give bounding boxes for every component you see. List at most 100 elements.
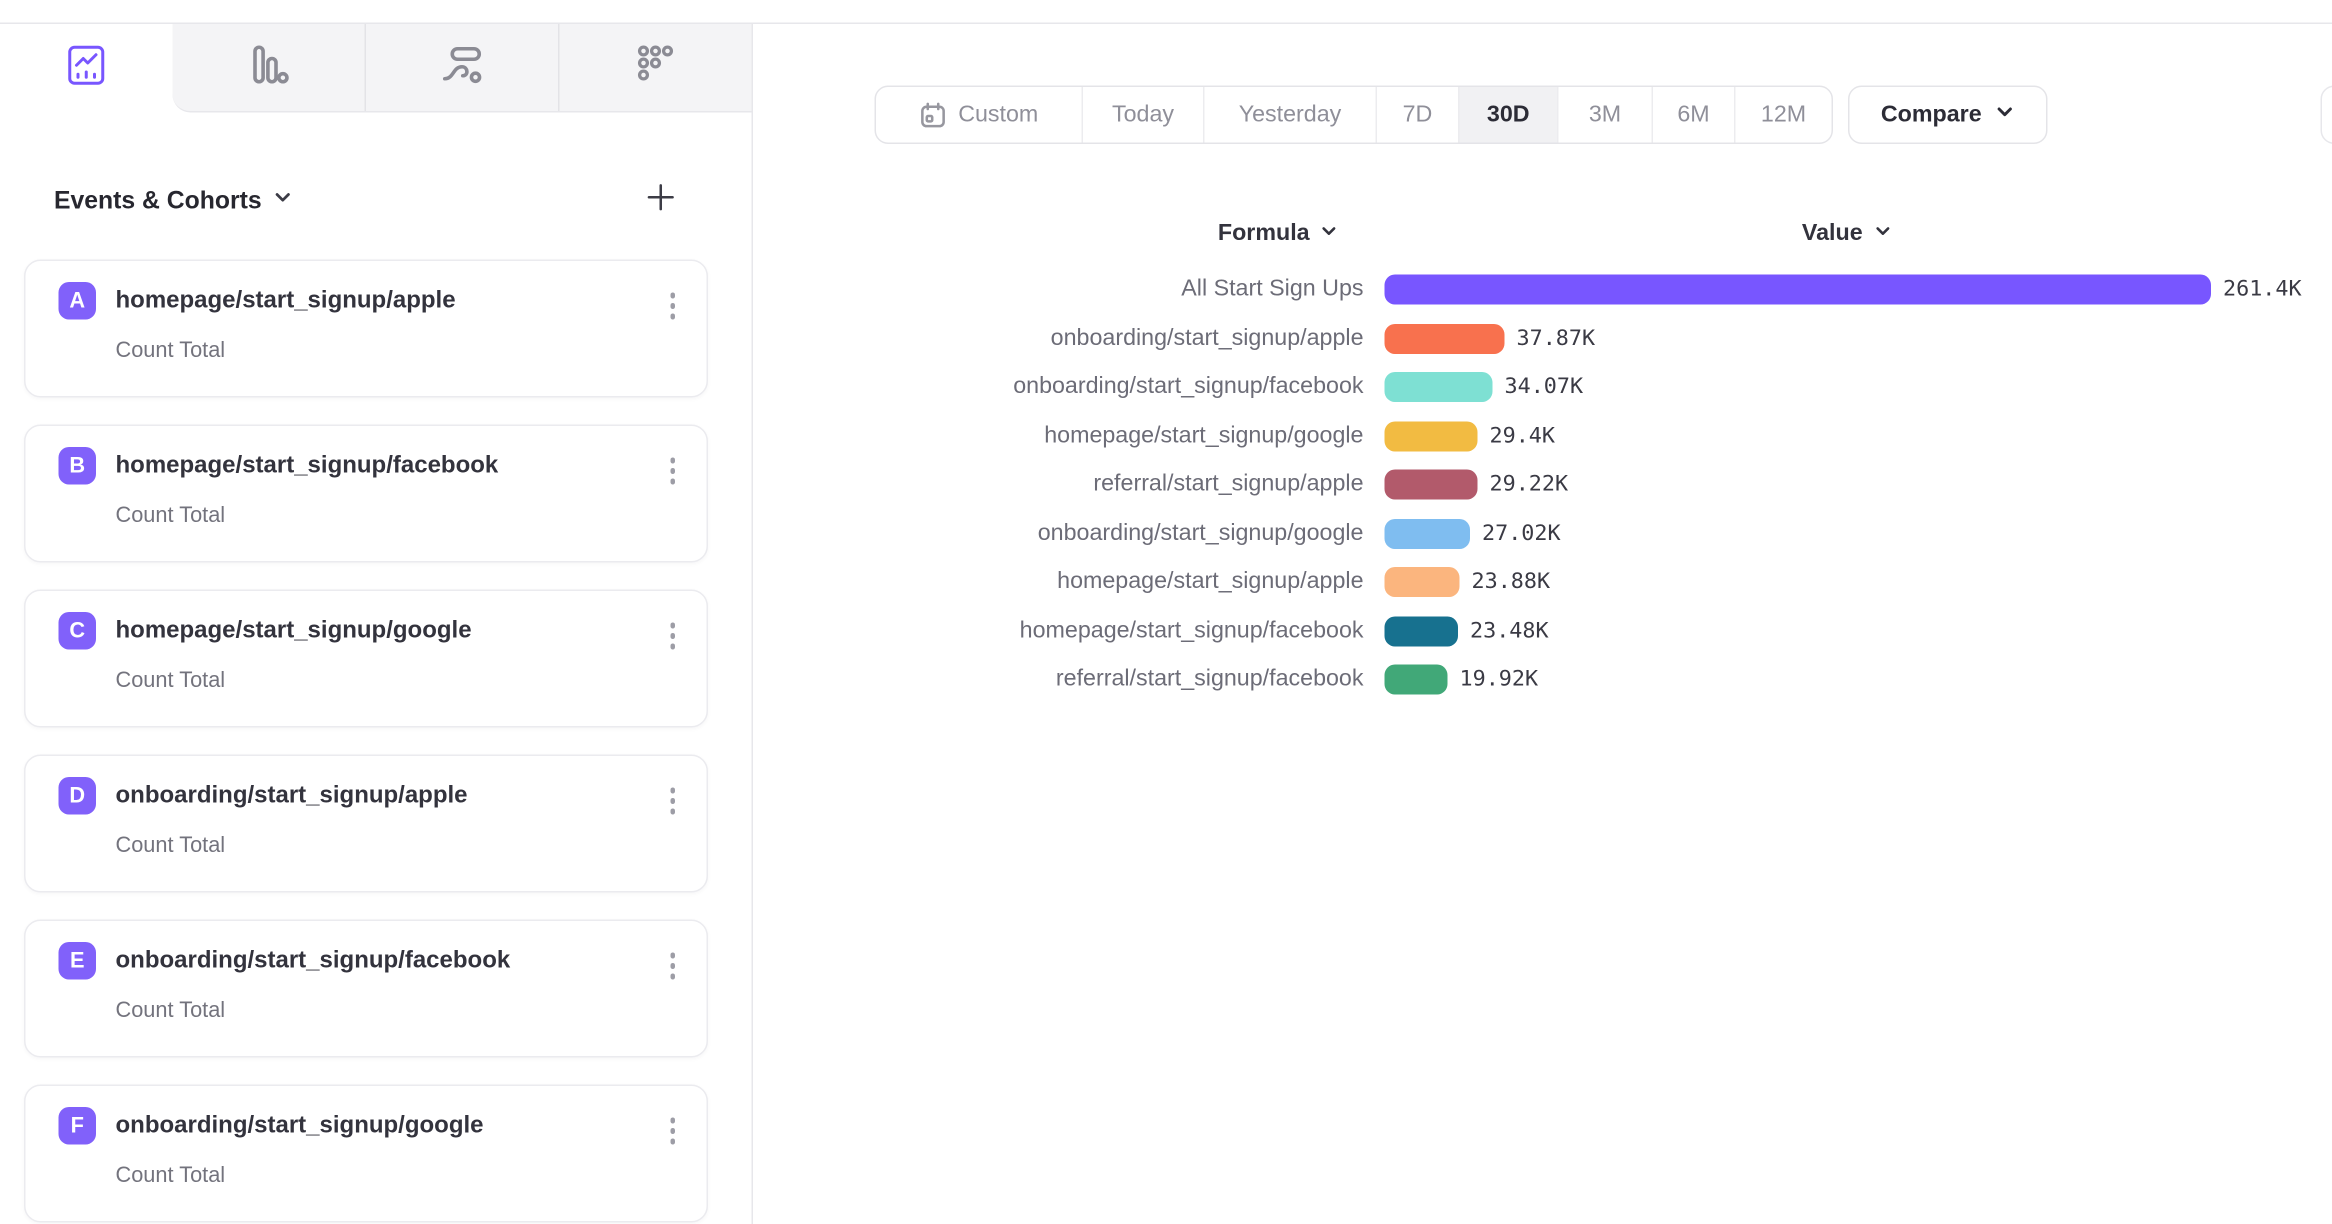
flow-sankey-icon <box>441 43 483 93</box>
event-title: onboarding/start_signup/google <box>115 1112 484 1138</box>
date-range-option-7d[interactable]: 7D <box>1375 87 1459 143</box>
event-metric[interactable]: Count Total <box>115 999 226 1023</box>
date-range-option-6m[interactable]: 6M <box>1651 87 1735 143</box>
bar-row-label: referral/start_signup/facebook <box>1055 666 1364 692</box>
bar-row: All Start Sign Ups 261.4K <box>755 266 2332 315</box>
plus-icon <box>644 182 676 221</box>
date-range-option-label: 7D <box>1402 101 1433 127</box>
event-card[interactable]: D onboarding/start_signup/apple Count To… <box>24 754 708 893</box>
inactive-tab-strip <box>172 24 752 113</box>
date-range-option-label: Today <box>1111 101 1175 127</box>
chevron-down-icon <box>274 188 294 215</box>
date-range-option-30d[interactable]: 30D <box>1458 87 1557 143</box>
events-cohorts-header: Events & Cohorts <box>24 183 708 219</box>
bar[interactable] <box>1384 274 2211 305</box>
bar-row: referral/start_signup/facebook 19.92K <box>755 656 2332 705</box>
sidebar-body: Events & Cohorts A homepage/start_signup… <box>0 113 752 1223</box>
compare-button[interactable]: Compare <box>1848 85 2048 144</box>
bar-value: 27.02K <box>1482 521 1561 546</box>
date-range-control: Custom Today Yesterday 7D 30D 3M 6M 12M <box>874 85 1833 144</box>
bar-value: 23.48K <box>1470 619 1549 644</box>
bar[interactable] <box>1384 616 1458 647</box>
tab-flow[interactable] <box>364 24 559 111</box>
add-event-button[interactable] <box>642 183 678 219</box>
event-metric[interactable]: Count Total <box>115 1164 226 1188</box>
tab-bar-chart[interactable] <box>173 24 365 111</box>
chart-type-tabs <box>0 24 752 113</box>
event-card-row: C homepage/start_signup/google <box>58 612 680 650</box>
event-card[interactable]: A homepage/start_signup/apple Count Tota… <box>24 259 708 398</box>
event-options-button[interactable] <box>662 780 682 821</box>
event-card[interactable]: E onboarding/start_signup/facebook Count… <box>24 919 708 1058</box>
event-card-list: A homepage/start_signup/apple Count Tota… <box>24 259 708 1223</box>
bar[interactable] <box>1384 567 1460 598</box>
event-title: homepage/start_signup/google <box>115 617 472 643</box>
event-badge: E <box>58 942 96 980</box>
date-range-option-today[interactable]: Today <box>1081 87 1204 143</box>
bar-rows: All Start Sign Ups 261.4K onboarding/sta… <box>755 266 2332 705</box>
date-range-option-custom[interactable]: Custom <box>876 87 1082 143</box>
formula-column-header[interactable]: Formula <box>1218 219 1338 248</box>
clipped-right-button[interactable] <box>2320 85 2332 144</box>
chevron-down-icon <box>1873 219 1891 248</box>
events-cohorts-selector[interactable]: Events & Cohorts <box>54 187 293 216</box>
date-range-option-label: 6M <box>1677 101 1710 127</box>
bar[interactable] <box>1384 323 1505 354</box>
bar[interactable] <box>1384 518 1470 549</box>
event-card[interactable]: B homepage/start_signup/facebook Count T… <box>24 424 708 563</box>
date-range-option-label: 3M <box>1588 101 1622 127</box>
event-card[interactable]: C homepage/start_signup/google Count Tot… <box>24 589 708 728</box>
event-options-button[interactable] <box>662 615 682 656</box>
event-title: onboarding/start_signup/facebook <box>115 947 511 973</box>
chevron-down-icon <box>1995 101 2015 128</box>
bar[interactable] <box>1384 469 1478 500</box>
bar-row-label: homepage/start_signup/apple <box>1057 568 1364 595</box>
compare-label: Compare <box>1880 101 1982 127</box>
event-card-row: A homepage/start_signup/apple <box>58 282 680 320</box>
value-column-header[interactable]: Value <box>1802 219 1891 248</box>
bar-chart-icon <box>248 43 289 93</box>
bar-row: referral/start_signup/apple 29.22K <box>755 461 2332 510</box>
event-options-button[interactable] <box>662 945 682 986</box>
event-metric[interactable]: Count Total <box>115 339 226 363</box>
event-metric[interactable]: Count Total <box>115 504 226 528</box>
bar-value: 23.88K <box>1471 570 1551 595</box>
date-range-option-yesterday[interactable]: Yesterday <box>1203 87 1376 143</box>
event-options-button[interactable] <box>662 1110 682 1151</box>
event-options-button[interactable] <box>662 285 682 326</box>
bar-row: homepage/start_signup/facebook 23.48K <box>755 607 2332 656</box>
bar[interactable] <box>1384 372 1493 403</box>
bar-row: homepage/start_signup/google 29.4K <box>755 412 2332 461</box>
bar-wrap: 29.22K <box>1384 469 1568 500</box>
bar-value: 261.4K <box>2223 277 2302 302</box>
event-badge: F <box>58 1107 96 1145</box>
bar-wrap: 23.48K <box>1384 616 1549 647</box>
event-metric[interactable]: Count Total <box>115 834 226 858</box>
panel-title: Events & Cohorts <box>54 186 262 214</box>
bar-wrap: 23.88K <box>1384 567 1551 598</box>
bar[interactable] <box>1384 421 1478 452</box>
event-metric[interactable]: Count Total <box>115 669 226 693</box>
date-range-option-label: Custom <box>958 101 1039 127</box>
date-range-option-3m[interactable]: 3M <box>1557 87 1652 143</box>
bar-row: onboarding/start_signup/facebook 34.07K <box>755 363 2332 412</box>
bar-wrap: 27.02K <box>1384 518 1561 549</box>
bar-row: homepage/start_signup/apple 23.88K <box>755 558 2332 607</box>
bar[interactable] <box>1384 664 1448 695</box>
bar-row: onboarding/start_signup/apple 37.87K <box>755 314 2332 363</box>
chevron-down-icon <box>1320 219 1338 248</box>
report-canvas: Custom Today Yesterday 7D 30D 3M 6M 12M Compare… <box>754 24 2332 1224</box>
query-sidebar: Events & Cohorts A homepage/start_signup… <box>0 24 753 1224</box>
tab-metrics-grid[interactable] <box>558 24 752 111</box>
formula-header-label: Formula <box>1217 219 1310 246</box>
event-title: homepage/start_signup/facebook <box>115 452 499 478</box>
date-range-option-12m[interactable]: 12M <box>1734 87 1832 143</box>
tab-insights-line[interactable] <box>0 24 173 113</box>
value-header-label: Value <box>1801 219 1863 246</box>
event-options-button[interactable] <box>662 450 682 491</box>
event-badge: C <box>58 612 96 650</box>
bar-row-label: referral/start_signup/apple <box>1093 471 1364 497</box>
bar-row-label: onboarding/start_signup/facebook <box>1013 373 1364 400</box>
event-card[interactable]: F onboarding/start_signup/google Count T… <box>24 1084 708 1223</box>
